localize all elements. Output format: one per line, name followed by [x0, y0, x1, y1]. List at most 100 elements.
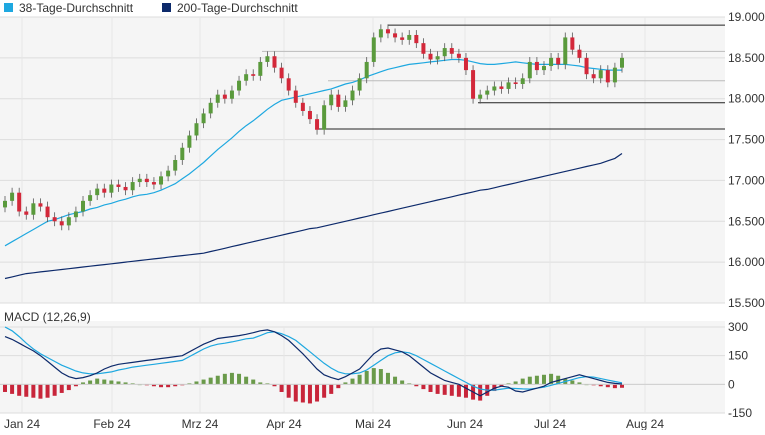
candle-body — [442, 48, 447, 57]
price-y-tick-label: 19.000 — [728, 10, 765, 24]
macd-histogram-bar — [286, 384, 291, 398]
candle-body — [38, 203, 43, 207]
macd-histogram-bar — [272, 384, 277, 387]
candle-body — [471, 70, 476, 99]
macd-histogram-bar — [357, 374, 362, 385]
candle-body — [3, 200, 7, 208]
candle-body — [144, 178, 149, 183]
macd-y-tick-label: -150 — [728, 406, 752, 420]
macd-histogram-bar — [59, 384, 64, 393]
macd-histogram-bar — [499, 384, 504, 387]
macd-histogram-bar — [463, 384, 468, 398]
macd-y-tick-label: 150 — [728, 349, 748, 363]
candle-body — [17, 192, 22, 212]
candle-body — [428, 53, 433, 60]
price-panel-bg — [0, 17, 725, 303]
macd-histogram-bar — [194, 381, 199, 385]
macd-histogram-bar — [428, 384, 433, 392]
candle-body — [251, 74, 256, 76]
candle-body — [109, 184, 114, 193]
candle-body — [201, 113, 206, 124]
candle-body — [549, 57, 554, 67]
candle-body — [520, 78, 525, 85]
macd-histogram-bar — [534, 375, 539, 385]
price-y-tick-label: 18.500 — [728, 51, 765, 65]
candle-body — [208, 102, 213, 114]
macd-line — [4, 329, 623, 397]
x-tick-label: Mrz 24 — [182, 417, 219, 430]
candle-body — [343, 100, 348, 107]
candle-body — [449, 48, 454, 54]
candle-body — [456, 53, 461, 58]
candle-body — [215, 94, 220, 103]
macd-histogram-bar — [400, 380, 405, 385]
price-y-tick-label: 15.500 — [728, 296, 765, 310]
macd-histogram-bar — [45, 384, 50, 398]
ma200-line — [4, 153, 623, 280]
candle-body — [166, 170, 171, 177]
candle-body — [24, 211, 29, 215]
macd-histogram-bar — [10, 384, 15, 394]
macd-histogram-bar — [81, 382, 86, 385]
candle-body — [173, 160, 178, 171]
macd-histogram-bar — [166, 384, 171, 388]
candle-body — [300, 102, 305, 111]
candle-body — [598, 70, 603, 79]
x-tick-label: Jan 24 — [4, 417, 40, 430]
price-y-tick-label: 16.500 — [728, 214, 765, 228]
macd-histogram-bar — [513, 381, 518, 385]
candle-body — [95, 188, 100, 196]
macd-histogram-bar — [620, 384, 624, 388]
macd-histogram-bar — [201, 379, 206, 385]
candle-body — [237, 80, 242, 91]
macd-histogram-bar — [605, 384, 610, 388]
macd-y-tick-label: 300 — [728, 320, 748, 334]
price-y-tick-label: 17.000 — [728, 173, 765, 187]
candle-body — [66, 217, 71, 226]
legend-label-ma200: 200-Tage-Durchschnitt — [177, 1, 298, 15]
macd-histogram-bar — [570, 380, 575, 385]
candle-body — [499, 86, 504, 89]
candle-body — [293, 90, 298, 103]
x-tick-label: Jun 24 — [447, 417, 483, 430]
macd-histogram-bar — [173, 384, 178, 387]
macd-histogram-bar — [336, 384, 341, 389]
macd-histogram-bar — [88, 380, 93, 385]
legend-swatch-ma200 — [162, 3, 171, 12]
candle-body — [400, 37, 405, 40]
candle-body — [102, 188, 107, 193]
candle-body — [393, 33, 398, 38]
price-y-tick-label: 16.000 — [728, 255, 765, 269]
macd-histogram-bar — [527, 376, 532, 385]
macd-histogram-bar — [541, 374, 546, 385]
macd-histogram-bar — [307, 384, 312, 404]
candle-body — [180, 147, 185, 160]
macd-histogram-bar — [456, 384, 461, 397]
candle-body — [563, 37, 568, 65]
macd-panel-bg — [0, 321, 725, 413]
candle-body — [73, 211, 78, 218]
candle-body — [364, 61, 369, 79]
macd-histogram-bar — [215, 375, 220, 385]
candle-body — [350, 90, 355, 101]
macd-histogram-bar — [612, 384, 617, 389]
x-tick-label: Feb 24 — [93, 417, 131, 430]
macd-histogram-bar — [109, 380, 114, 385]
macd-histogram-bar — [421, 384, 426, 390]
macd-histogram-bar — [258, 382, 263, 385]
macd-histogram-bar — [17, 384, 22, 396]
legend-swatch-ma38 — [4, 3, 13, 12]
macd-histogram-bar — [24, 384, 29, 397]
candle-body — [222, 94, 227, 99]
macd-histogram-bar — [371, 368, 376, 385]
candle-body — [286, 78, 291, 91]
candle-body — [584, 57, 589, 75]
candle-body — [52, 217, 57, 222]
candle-body — [577, 49, 582, 58]
macd-histogram-bar — [123, 382, 128, 385]
macd-y-tick-label: 0 — [728, 377, 735, 391]
macd-signal-line — [4, 326, 623, 391]
candle-body — [485, 90, 490, 95]
candle-body — [378, 29, 383, 38]
